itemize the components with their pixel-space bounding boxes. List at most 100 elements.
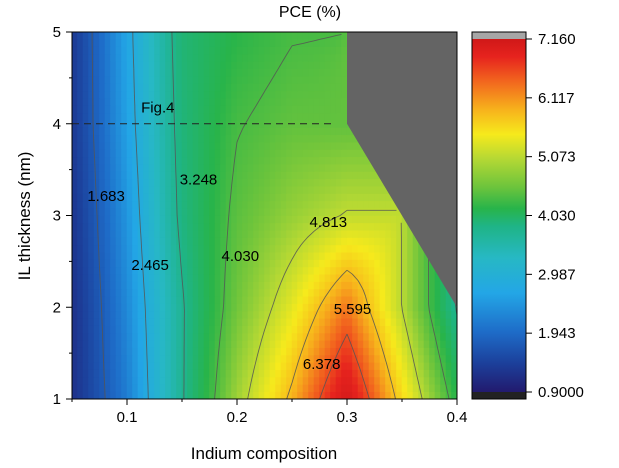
heat-cell xyxy=(401,339,408,348)
heat-cell xyxy=(93,39,100,47)
heat-cell xyxy=(379,244,386,253)
heat-cell xyxy=(330,347,337,356)
heat-cell xyxy=(346,207,353,216)
heat-cell xyxy=(445,347,452,356)
heat-cell xyxy=(148,61,155,69)
heat-cell xyxy=(242,339,249,348)
heat-cell xyxy=(429,384,436,392)
heat-cell xyxy=(346,229,353,238)
heat-cell xyxy=(308,354,315,363)
heat-cell xyxy=(198,61,205,69)
heat-cell xyxy=(203,317,210,326)
heat-cell xyxy=(126,215,133,224)
heat-cell xyxy=(346,391,353,399)
heat-cell xyxy=(137,273,144,282)
heat-cell xyxy=(423,266,430,275)
heat-cell xyxy=(247,317,254,326)
heat-cell xyxy=(247,141,254,150)
heat-cell xyxy=(379,237,386,246)
heat-cell xyxy=(368,347,375,356)
heat-cell xyxy=(418,339,425,348)
heat-cell xyxy=(275,90,282,99)
heat-cell xyxy=(341,354,348,363)
heat-cell xyxy=(137,362,144,370)
heat-cell xyxy=(275,156,282,165)
heat-cell xyxy=(297,303,304,312)
heat-cell xyxy=(225,332,232,341)
heat-cell xyxy=(396,259,403,268)
heat-cell xyxy=(291,339,298,348)
heat-cell xyxy=(88,193,95,202)
heat-cell xyxy=(275,163,282,172)
heat-cell xyxy=(302,251,309,260)
heat-cell xyxy=(192,53,199,62)
heat-cell xyxy=(143,46,150,55)
heat-cell xyxy=(176,295,183,304)
heat-cell xyxy=(115,273,122,282)
heat-cell xyxy=(220,185,227,194)
heat-cell xyxy=(187,332,194,341)
heat-cell xyxy=(165,384,172,392)
heat-cell xyxy=(258,376,265,385)
heat-cell xyxy=(115,97,122,106)
heat-cell xyxy=(291,134,298,143)
heat-cell xyxy=(280,156,287,165)
heat-cell xyxy=(280,134,287,143)
heat-cell xyxy=(181,266,188,275)
heat-cell xyxy=(148,369,155,378)
heat-cell xyxy=(379,207,386,216)
heat-cell xyxy=(225,97,232,106)
heat-cell xyxy=(352,288,359,297)
heat-cell xyxy=(99,185,106,194)
heat-cell xyxy=(242,105,249,114)
heat-cell xyxy=(132,317,139,326)
heat-cell xyxy=(308,207,315,216)
heat-cell xyxy=(77,259,84,268)
heat-cell xyxy=(165,46,172,55)
heat-cell xyxy=(187,288,194,297)
heat-cell xyxy=(225,75,232,84)
heat-cell xyxy=(165,134,172,143)
heat-cell xyxy=(143,75,150,84)
heat-cell xyxy=(253,32,260,40)
heat-cell xyxy=(434,339,441,348)
heat-cell xyxy=(220,288,227,297)
heat-cell xyxy=(93,53,100,62)
heat-cell xyxy=(407,362,414,370)
heat-cell xyxy=(319,266,326,275)
heat-cell xyxy=(258,347,265,356)
heat-cell xyxy=(214,347,221,356)
heat-cell xyxy=(143,156,150,165)
heat-cell xyxy=(368,237,375,246)
heat-cell xyxy=(242,273,249,282)
heat-cell xyxy=(313,251,320,260)
heat-cell xyxy=(297,75,304,84)
heat-cell xyxy=(291,39,298,47)
heat-cell xyxy=(209,90,216,99)
heat-cell xyxy=(291,112,298,121)
heat-cell xyxy=(93,68,100,77)
heat-cell xyxy=(104,273,111,282)
heat-cell xyxy=(165,171,172,180)
heat-cell xyxy=(99,200,106,209)
heat-cell xyxy=(253,347,260,356)
heat-cell xyxy=(269,303,276,312)
heat-cell xyxy=(341,222,348,231)
heat-cell xyxy=(220,362,227,370)
heat-cell xyxy=(302,244,309,253)
heat-cell xyxy=(275,281,282,290)
heat-cell xyxy=(77,119,84,128)
heat-cell xyxy=(396,273,403,282)
heat-cell xyxy=(247,185,254,194)
heat-cell xyxy=(203,229,210,238)
heat-cell xyxy=(242,68,249,77)
heat-cell xyxy=(335,251,342,260)
heat-cell xyxy=(363,281,370,290)
heat-cell xyxy=(143,200,150,209)
heat-cell xyxy=(115,127,122,136)
heat-cell xyxy=(368,303,375,312)
heat-cell xyxy=(143,68,150,77)
heat-cell xyxy=(99,369,106,378)
heat-cell xyxy=(275,39,282,47)
heat-cell xyxy=(275,369,282,378)
